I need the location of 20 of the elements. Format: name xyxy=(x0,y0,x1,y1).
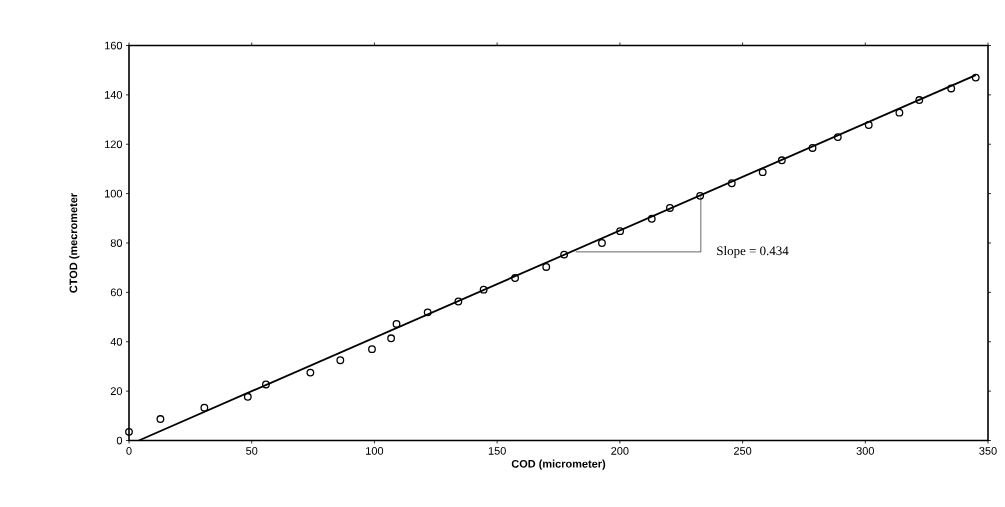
y-tick-label: 0 xyxy=(116,436,123,445)
x-tick-label: 350 xyxy=(979,447,997,455)
x-tick-label: 150 xyxy=(488,447,506,455)
x-tick-label: 100 xyxy=(366,447,384,455)
y-tick-label: 120 xyxy=(105,140,123,149)
x-axis-title: COD (micrometer) xyxy=(511,459,606,470)
x-tick-label: 250 xyxy=(733,447,752,455)
y-tick-label: 80 xyxy=(110,239,123,247)
y-tick-label: 160 xyxy=(105,41,123,50)
annotation: Slope = 0.434 xyxy=(717,246,789,258)
y-tick-label: 140 xyxy=(105,91,123,99)
x-tick-label: 200 xyxy=(611,447,629,455)
x-tick-label: 50 xyxy=(246,447,258,455)
y-tick-label: 60 xyxy=(110,288,123,297)
y-tick-label: 20 xyxy=(110,387,123,396)
y-tick-label: 40 xyxy=(110,337,123,346)
x-tick-label: 0 xyxy=(126,447,132,455)
y-axis-title: CTOD (mecrometer xyxy=(69,193,80,293)
x-tick-label: 300 xyxy=(856,447,874,455)
y-tick-label: 100 xyxy=(105,189,123,198)
